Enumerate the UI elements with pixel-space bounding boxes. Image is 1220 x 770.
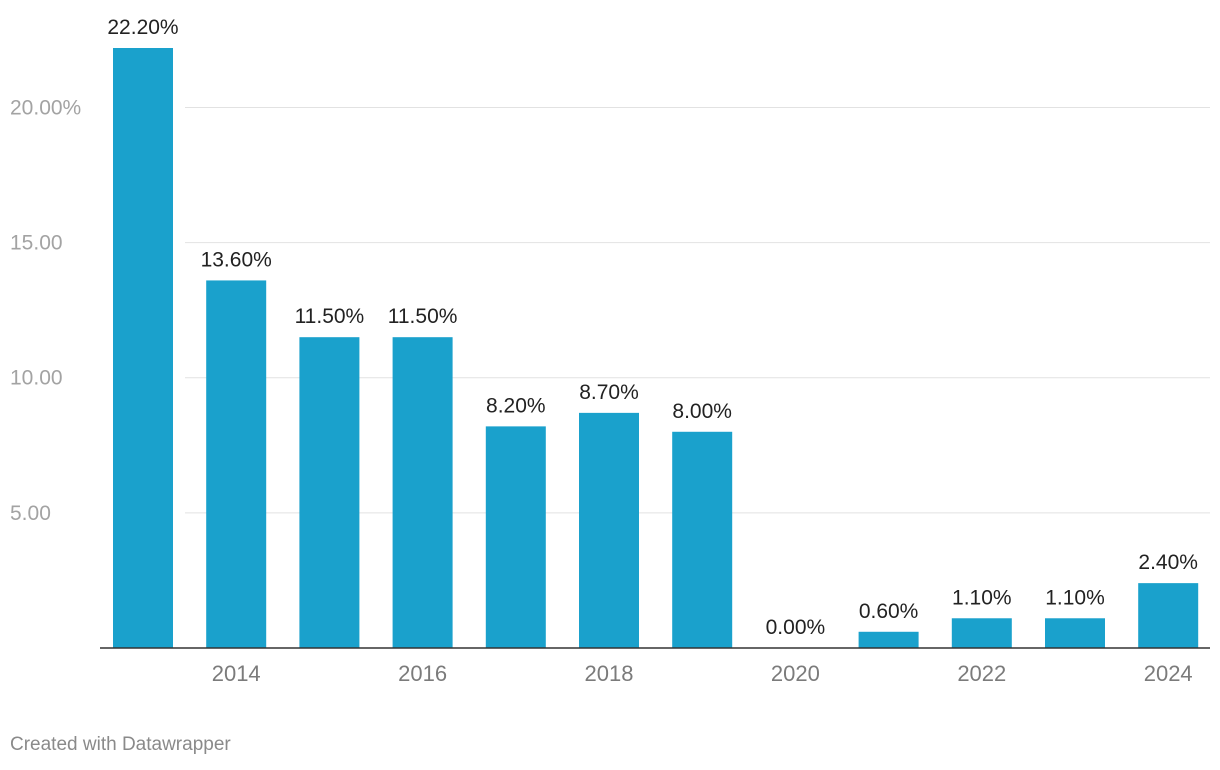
bar-value-label: 11.50% [295,305,365,328]
bar [858,631,919,648]
x-tick-label: 2014 [212,661,261,686]
x-tick-label: 2020 [771,661,820,686]
bar-value-label: 13.60% [201,248,272,271]
x-tick-label: 2018 [585,661,634,686]
y-axis-tick-labels: 5.00 10.00 15.00 20.00% [10,96,81,524]
bar-value-label: 2.40% [1138,551,1198,574]
bar-value-label: 22.20% [107,16,178,39]
y-tick-label: 20.00% [10,96,81,119]
bar-value-label: 1.10% [1045,586,1105,609]
bar-value-label: 0.00% [766,616,826,639]
bar-value-label: 8.70% [579,381,639,404]
x-tick-label: 2022 [957,661,1006,686]
bar-value-label: 8.00% [672,400,732,423]
bar [485,426,546,648]
bar [951,618,1012,648]
y-tick-label: 15.00 [10,232,63,255]
bar [299,337,360,648]
bar [579,412,639,648]
bar-value-label: 8.20% [486,394,546,417]
bar [1045,618,1105,648]
bar [392,337,453,648]
y-tick-label: 10.00 [10,367,63,390]
bar-value-label: 1.10% [952,586,1012,609]
y-tick-label: 5.00 [10,502,51,525]
bar [206,280,267,648]
footer-credit: Created with Datawrapper [10,734,231,755]
bar-value-label: 0.60% [859,600,919,623]
bar-value-label: 11.50% [388,305,458,328]
x-tick-label: 2016 [398,661,447,686]
x-tick-label: 2024 [1144,661,1193,686]
x-axis-tick-labels: 2014 2016 2018 2020 2022 2024 [212,661,1193,686]
bar [113,48,173,648]
bar [672,431,733,648]
bar [1138,583,1199,648]
bars [113,48,1199,648]
value-labels: 22.20% 13.60% 11.50% 11.50% 8.20% 8.70% 8.00% 0… [107,16,1198,639]
